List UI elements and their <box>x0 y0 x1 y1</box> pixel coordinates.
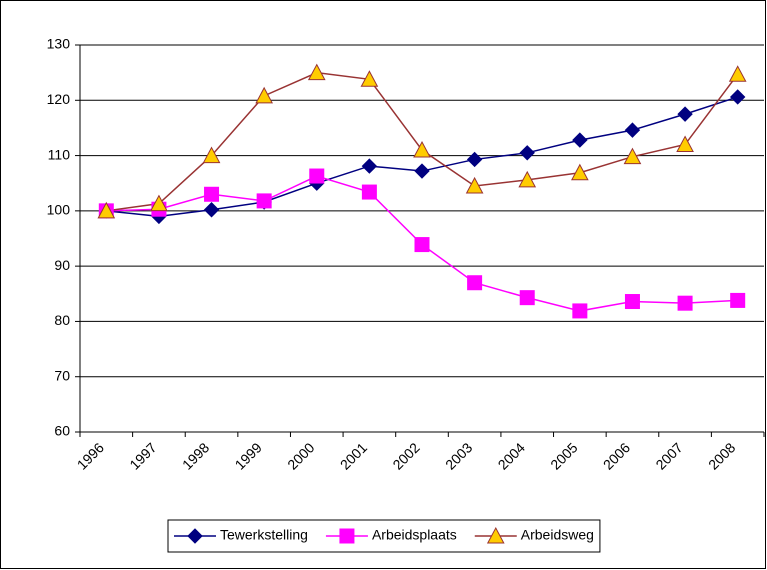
marker <box>677 295 693 311</box>
legend-item: Arbeidsplaats <box>325 527 457 544</box>
legend-item: Tewerkstelling <box>174 527 308 544</box>
marker <box>518 170 537 188</box>
marker <box>361 184 377 200</box>
marker <box>519 145 535 161</box>
marker <box>571 163 589 181</box>
y-tick-label: 80 <box>54 312 70 328</box>
marker <box>467 275 483 291</box>
y-tick-label: 70 <box>54 367 70 383</box>
marker <box>676 135 694 153</box>
marker <box>624 294 640 310</box>
marker <box>97 201 116 219</box>
y-tick-label: 60 <box>54 423 70 439</box>
marker <box>623 147 642 165</box>
legend-label: Tewerkstelling <box>220 527 308 543</box>
marker <box>307 63 326 81</box>
marker <box>465 176 484 194</box>
legend-item: Arbeidsweg <box>474 526 594 544</box>
y-tick-label: 90 <box>54 257 70 273</box>
marker <box>572 303 588 319</box>
marker <box>519 290 535 306</box>
y-tick-label: 100 <box>47 202 71 218</box>
marker <box>187 528 203 544</box>
marker <box>414 237 430 253</box>
marker <box>361 158 378 174</box>
marker <box>677 106 693 122</box>
legend <box>167 519 601 553</box>
marker <box>572 132 588 148</box>
y-tick-label: 130 <box>47 36 71 52</box>
y-tick-label: 110 <box>48 146 71 162</box>
marker <box>413 140 431 158</box>
marker <box>309 168 325 184</box>
marker <box>255 86 273 104</box>
marker <box>486 526 505 544</box>
y-tick-label: 120 <box>47 91 71 107</box>
legend-label: Arbeidsweg <box>521 527 594 543</box>
marker <box>202 146 221 164</box>
marker <box>728 65 747 82</box>
marker <box>360 70 379 87</box>
marker <box>730 292 746 308</box>
marker <box>729 89 746 105</box>
marker <box>339 528 355 544</box>
marker <box>203 202 220 218</box>
marker <box>150 194 168 212</box>
marker <box>624 122 641 138</box>
legend-label: Arbeidsplaats <box>372 527 457 543</box>
marker <box>414 163 430 179</box>
marker <box>256 193 272 209</box>
marker <box>204 186 220 202</box>
marker <box>466 151 483 168</box>
